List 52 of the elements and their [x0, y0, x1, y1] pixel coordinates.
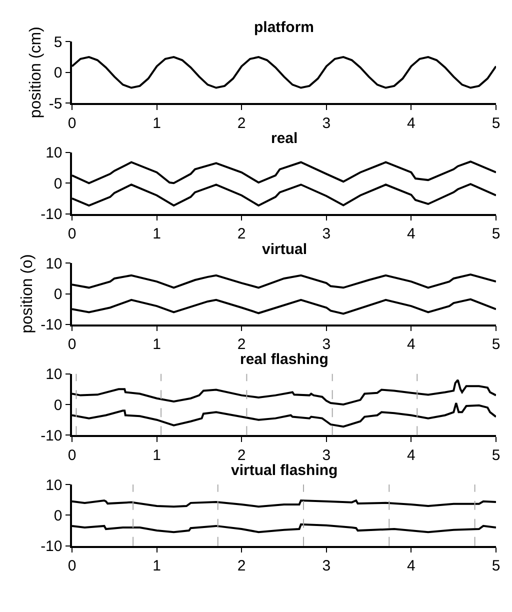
- x-tick-label: 5: [492, 336, 500, 354]
- x-tick-label: 0: [68, 114, 76, 132]
- y-tick-label: -10: [40, 538, 62, 556]
- x-tick-label: 2: [237, 226, 246, 243]
- chart-title: virtual flashing: [231, 462, 338, 479]
- y-tick-label: 0: [54, 175, 62, 192]
- x-tick-label: 2: [237, 336, 246, 354]
- y-axis-title: position (o): [18, 254, 36, 334]
- x-tick-label: 1: [152, 446, 161, 464]
- x-tick-label: 5: [492, 446, 500, 464]
- x-tick-label: 1: [152, 336, 161, 354]
- chart-title: platform: [254, 19, 314, 36]
- x-tick-label: 3: [322, 446, 331, 464]
- x-tick-label: 0: [68, 558, 76, 575]
- x-tick-label: 5: [492, 114, 500, 132]
- y-tick-label: 0: [54, 396, 62, 414]
- chart-title: real: [271, 130, 298, 147]
- x-tick-label: 5: [492, 226, 500, 243]
- y-tick-label: -10: [40, 206, 62, 224]
- x-tick-label: 5: [492, 558, 500, 575]
- y-tick-label: 10: [46, 144, 62, 162]
- x-tick-label: 2: [237, 558, 246, 575]
- x-tick-label: 3: [322, 336, 331, 354]
- y-tick-label: -10: [40, 427, 62, 444]
- x-tick-label: 1: [152, 226, 161, 243]
- y-tick-label: 10: [46, 255, 62, 272]
- x-tick-label: 2: [237, 446, 246, 464]
- x-tick-label: 0: [68, 226, 76, 243]
- x-tick-label: 1: [152, 558, 161, 575]
- x-tick-label: 4: [407, 558, 416, 575]
- x-tick-label: 4: [407, 114, 416, 132]
- y-tick-label: 0: [54, 507, 62, 524]
- x-tick-label: 4: [407, 336, 416, 354]
- x-tick-label: 0: [68, 446, 76, 464]
- x-tick-label: 3: [322, 226, 331, 243]
- y-tick-label: -10: [40, 316, 62, 334]
- chart-title: real flashing: [240, 351, 328, 368]
- y-tick-label: 0: [54, 64, 62, 82]
- y-tick-label: 0: [54, 286, 62, 304]
- y-axis-title: position (cm): [27, 26, 44, 118]
- y-tick-label: 10: [46, 366, 62, 384]
- y-tick-label: 10: [46, 476, 62, 494]
- x-tick-label: 1: [152, 114, 161, 132]
- x-tick-label: 4: [407, 446, 416, 464]
- x-tick-label: 0: [68, 336, 76, 354]
- y-tick-label: 5: [54, 34, 62, 51]
- y-tick-label: -5: [48, 95, 62, 112]
- x-tick-label: 4: [407, 226, 416, 243]
- x-tick-label: 3: [322, 558, 331, 575]
- chart-title: virtual: [262, 241, 308, 258]
- x-tick-label: 3: [322, 114, 331, 132]
- x-tick-label: 2: [237, 114, 246, 132]
